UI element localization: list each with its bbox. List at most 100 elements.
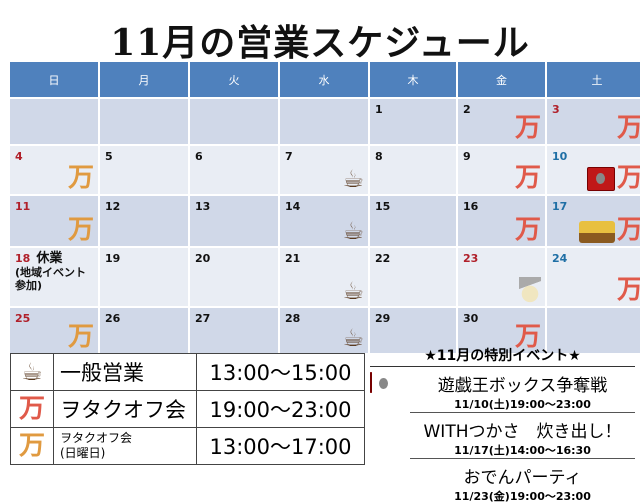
man-orange-icon: 万 — [67, 163, 94, 193]
day-number: 23 — [463, 252, 479, 265]
weekday-header: 土 — [547, 62, 640, 97]
calendar-day: 26 — [100, 308, 188, 353]
calendar-day: 1 — [370, 99, 456, 144]
day-number: 15 — [375, 200, 391, 213]
event-icon — [370, 372, 372, 393]
calendar-day: 13 — [190, 196, 278, 246]
event-item: 遊戯王ボックス争奪戦 11/10(土)19:00〜23:00 — [370, 367, 635, 413]
day-number: 19 — [105, 252, 121, 265]
events-heading: ★11月の特別イベント★ — [370, 345, 635, 367]
day-number: 18 — [15, 252, 31, 265]
calendar-day: 22 — [370, 248, 456, 306]
weekday-header: 日 — [10, 62, 98, 97]
man-red-icon: 万 — [18, 394, 45, 424]
calendar-day: 29 — [370, 308, 456, 353]
coffee-cup-icon: ☕ — [21, 358, 43, 386]
coffee-cup-icon: ☕ — [342, 324, 364, 352]
calendar-day: 11 万 — [10, 196, 98, 246]
calendar-day: 6 — [190, 146, 278, 194]
man-red-icon: 万 — [514, 322, 541, 352]
day-number: 11 — [15, 200, 31, 213]
calendar-day: 7 ☕ — [280, 146, 368, 194]
oden-icon — [519, 277, 541, 303]
day-icons: 万 — [617, 277, 640, 303]
weekday-header: 水 — [280, 62, 368, 97]
day-number: 14 — [285, 200, 301, 213]
day-number: 16 — [463, 200, 479, 213]
calendar-day: 8 — [370, 146, 456, 194]
legend-label-text: 一般営業 — [60, 361, 144, 385]
calendar-day — [190, 99, 278, 144]
day-icons: 万 — [578, 215, 640, 245]
man-red-icon: 万 — [616, 275, 640, 305]
event-date: 11/17(土)14:00〜16:30 — [454, 444, 591, 457]
day-number: 6 — [195, 150, 203, 163]
day-number: 29 — [375, 312, 391, 325]
legend-row: ☕ 一般営業 13:00〜15:00 — [10, 353, 365, 391]
legend-icon-cell: ☕ — [10, 353, 54, 391]
day-icons: ☕ — [342, 279, 364, 303]
calendar-day: 21 ☕ — [280, 248, 368, 306]
closed-note: 休業 — [36, 251, 63, 266]
day-icons: 万 — [515, 324, 541, 350]
calendar-day — [547, 308, 640, 353]
day-number: 9 — [463, 150, 471, 163]
page-title: 11月の営業スケジュール — [110, 22, 530, 64]
day-number: 17 — [552, 200, 568, 213]
calendar-day: 20 — [190, 248, 278, 306]
coffee-cup-icon: ☕ — [342, 217, 364, 245]
legend-row: 万ヲタクオフ会 (日曜日) 13:00〜17:00 — [10, 427, 365, 465]
calendar-day: 25 万 — [10, 308, 98, 353]
day-number: 5 — [105, 150, 113, 163]
man-red-icon: 万 — [616, 113, 640, 143]
man-red-icon: 万 — [514, 215, 541, 245]
day-icons: 万 — [68, 217, 94, 243]
coffee-cup-icon: ☕ — [342, 165, 364, 193]
day-number: 28 — [285, 312, 301, 325]
day-number: 20 — [195, 252, 211, 265]
legend-time: 19:00〜23:00 — [196, 390, 365, 428]
legend-time: 13:00〜15:00 — [196, 353, 365, 391]
calendar-day: 18 休業 (地域イベント参加) — [10, 248, 98, 306]
calendar-day — [280, 99, 368, 144]
event-date: 11/23(金)19:00〜23:00 — [454, 490, 591, 503]
event-name: WITHつかさ 炊き出し！ — [423, 422, 622, 442]
day-number: 3 — [552, 103, 560, 116]
day-number: 12 — [105, 200, 121, 213]
legend-table: ☕ 一般営業 13:00〜15:00 万ヲタクオフ会 19:00〜23:00 万ヲタクオフ… — [10, 353, 365, 465]
man-orange-icon: 万 — [67, 322, 94, 352]
legend-label-text: ヲタクオフ会 — [60, 431, 133, 445]
special-events: ★11月の特別イベント★ 遊戯王ボックス争奪戦 11/10(土)19:00〜23:… — [370, 345, 635, 504]
man-orange-icon: 万 — [67, 215, 94, 245]
day-icons: 万 — [515, 165, 541, 191]
calendar-day: 19 — [100, 248, 188, 306]
day-icons: ☕ — [342, 326, 364, 350]
weekday-header: 月 — [100, 62, 188, 97]
legend-row: 万ヲタクオフ会 19:00〜23:00 — [10, 390, 365, 428]
closed-reason: (地域イベント参加) — [15, 266, 87, 292]
day-number: 27 — [195, 312, 211, 325]
day-icons: ☕ — [342, 167, 364, 191]
day-icons: 万 — [68, 165, 94, 191]
calendar-day: 17 万 — [547, 196, 640, 246]
event-date: 11/10(土)19:00〜23:00 — [454, 398, 591, 411]
legend-label: 一般営業 — [53, 353, 197, 391]
calendar-grid: 日月火水木金土 1 2 万 3 万 4 万 5 6 7 ☕ 8 9 万 10 万 11 万 12 13 14 ☕ 15 16 万 1… — [10, 62, 640, 353]
calendar-day: 12 — [100, 196, 188, 246]
man-red-icon: 万 — [616, 163, 640, 193]
legend-sub: (日曜日) — [60, 446, 106, 460]
day-number: 2 — [463, 103, 471, 116]
calendar-day: 16 万 — [458, 196, 545, 246]
calendar-day: 30 万 — [458, 308, 545, 353]
day-number: 13 — [195, 200, 211, 213]
calendar-day: 15 — [370, 196, 456, 246]
day-number: 4 — [15, 150, 23, 163]
man-red-icon: 万 — [616, 215, 640, 245]
event-item: おでんパーティ 11/23(金)19:00〜23:00 — [410, 459, 635, 504]
legend-label-text: ヲタクオフ会 — [60, 398, 186, 422]
day-number: 21 — [285, 252, 301, 265]
calendar-day: 28 ☕ — [280, 308, 368, 353]
day-icons: 万 — [68, 324, 94, 350]
